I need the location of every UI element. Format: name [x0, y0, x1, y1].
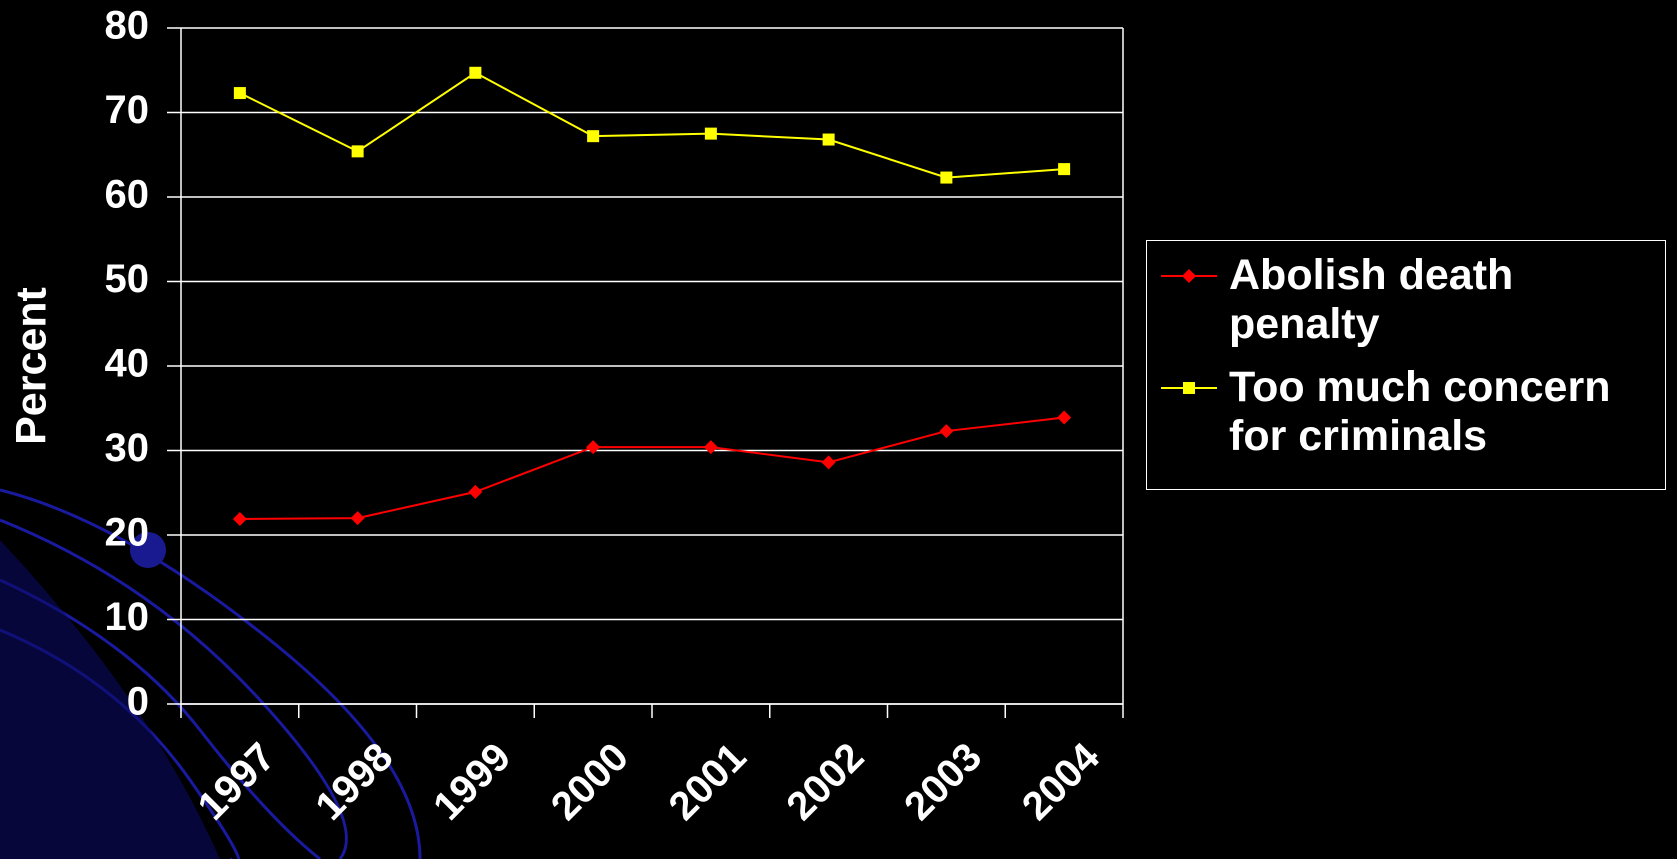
point [940, 171, 953, 184]
point [468, 484, 483, 499]
legend-swatch [1161, 382, 1217, 394]
series-line [239, 416, 1065, 520]
decoration-dot [130, 532, 166, 568]
point [821, 455, 836, 470]
x-tick-label: 1999 [425, 735, 519, 829]
x-tick-label: 2004 [1014, 734, 1109, 829]
legend-label: Too much concern for criminals [1229, 363, 1611, 460]
x-tick-label: 1997 [190, 735, 284, 829]
x-tick-label: 2002 [778, 735, 872, 829]
point [587, 130, 600, 143]
point [939, 424, 954, 439]
y-tick-label: 30 [105, 426, 150, 470]
y-tick-label: 60 [105, 173, 150, 217]
y-tick-label: 70 [105, 88, 150, 132]
y-tick-label: 10 [105, 595, 150, 639]
legend-entry: Too much concern for criminals [1147, 363, 1649, 461]
series-line [239, 71, 1065, 179]
y-axis-label: Percent [7, 287, 55, 445]
x-tick-label: 2000 [543, 735, 637, 829]
point [704, 127, 717, 140]
point [586, 440, 601, 455]
point [1182, 269, 1196, 283]
y-tick-label: 40 [105, 342, 150, 386]
y-tick-label: 50 [105, 257, 150, 301]
point [351, 145, 364, 158]
point [232, 511, 247, 526]
x-tick-label: 1998 [307, 735, 401, 829]
legend-label: Abolish death penalty [1229, 251, 1514, 348]
point [350, 511, 365, 526]
legend: Abolish death penalty Too much concern fo… [1146, 240, 1666, 490]
point [1058, 163, 1071, 176]
decoration-shade [0, 540, 220, 859]
y-tick-label: 0 [127, 680, 149, 724]
y-tick-label: 80 [105, 4, 150, 48]
point [469, 66, 482, 79]
legend-entry: Abolish death penalty [1147, 251, 1649, 349]
point [1183, 382, 1195, 394]
x-tick-label: 2001 [661, 735, 755, 829]
x-tick-label: 2003 [896, 735, 990, 829]
point [703, 440, 718, 455]
point [1057, 410, 1072, 425]
point [822, 133, 835, 146]
y-tick-label: 20 [105, 511, 150, 555]
legend-swatch [1161, 269, 1217, 283]
point [233, 87, 246, 100]
